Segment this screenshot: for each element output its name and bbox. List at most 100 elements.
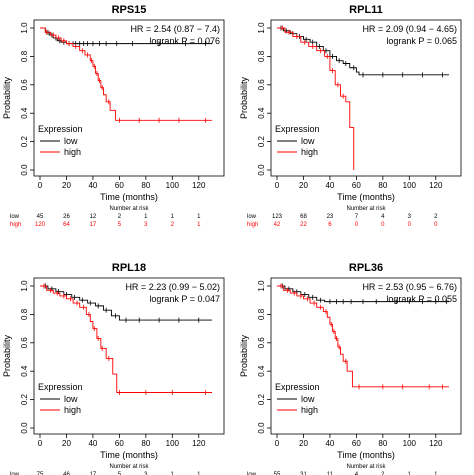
- hr-text: HR = 2.53 (0.95 − 6.76): [362, 282, 457, 292]
- chart-panel: RPS15 0.0 0.2 0.4 0.6 0.8 1.0 Probability 0 20 40 6…: [2, 4, 225, 228]
- risk-count: 22: [300, 222, 307, 228]
- logrank-p-text: logrank P = 0.076: [149, 36, 220, 46]
- risk-count: 4: [381, 214, 385, 220]
- risk-count: 1: [197, 222, 201, 228]
- legend-title: Expression: [38, 382, 83, 392]
- x-tick-label: 40: [88, 439, 97, 448]
- risk-count: 2: [434, 214, 438, 220]
- x-tick-label: 40: [88, 181, 97, 190]
- risk-count: 31: [300, 472, 307, 475]
- y-tick-label: 0.8: [257, 308, 266, 320]
- risk-count: 0: [434, 222, 438, 228]
- y-tick-label: 0.4: [20, 107, 29, 119]
- risk-count: 2: [171, 222, 175, 228]
- y-axis-label: Probability: [2, 334, 12, 377]
- risk-count: 42: [274, 222, 281, 228]
- survival-line-high: [40, 27, 212, 121]
- x-tick-label: 40: [325, 181, 334, 190]
- chart-title: RPL36: [349, 262, 383, 274]
- y-tick-label: 0.2: [20, 135, 29, 147]
- y-tick-label: 0.6: [257, 79, 266, 91]
- legend-title: Expression: [275, 382, 320, 392]
- x-tick-label: 0: [275, 181, 280, 190]
- risk-count: 68: [300, 214, 307, 220]
- x-tick-label: 20: [62, 439, 71, 448]
- plot-frame: [33, 19, 225, 177]
- risk-count: 0: [355, 222, 359, 228]
- y-tick-label: 0.0: [257, 164, 266, 176]
- y-axis-label: Probability: [2, 76, 12, 119]
- logrank-p-text: logrank P = 0.047: [149, 294, 220, 304]
- risk-count: 1: [408, 472, 412, 475]
- x-tick-label: 0: [38, 181, 43, 190]
- risk-count: 7: [355, 214, 359, 220]
- x-tick-label: 100: [403, 181, 417, 190]
- risk-count: 3: [144, 472, 148, 475]
- x-tick-label: 0: [275, 439, 280, 448]
- risk-row-label-low: low: [10, 472, 20, 475]
- risk-row-label-low: low: [247, 214, 257, 220]
- logrank-p-text: logrank P = 0.065: [386, 36, 457, 46]
- risk-count: 1: [171, 472, 175, 475]
- plot-frame: [270, 19, 462, 177]
- risk-row-label-low: low: [10, 214, 20, 220]
- legend-label-low: low: [64, 136, 78, 146]
- y-tick-label: 0.2: [257, 135, 266, 147]
- logrank-p-text: logrank P = 0.055: [386, 294, 457, 304]
- risk-count: 5: [118, 472, 122, 475]
- legend-label-high: high: [64, 147, 81, 157]
- x-tick-label: 120: [192, 181, 206, 190]
- risk-row-label-high: high: [10, 222, 21, 228]
- legend-title: Expression: [275, 124, 320, 134]
- risk-count: 17: [90, 222, 97, 228]
- risk-count: 12: [90, 214, 97, 220]
- chart-title: RPL18: [112, 262, 146, 274]
- risk-count: 3: [408, 214, 412, 220]
- y-tick-label: 0.8: [20, 308, 29, 320]
- y-tick-label: 1.0: [257, 280, 266, 292]
- y-tick-label: 0.0: [20, 164, 29, 176]
- survival-line-high: [40, 285, 212, 393]
- risk-count: 46: [63, 472, 70, 475]
- y-tick-label: 0.0: [257, 422, 266, 434]
- legend-label-low: low: [301, 136, 315, 146]
- y-tick-label: 0.6: [20, 337, 29, 349]
- risk-count: 5: [118, 222, 122, 228]
- x-tick-label: 20: [299, 439, 308, 448]
- y-tick-label: 0.8: [20, 50, 29, 62]
- legend-label-high: high: [301, 405, 318, 415]
- risk-count: 0: [381, 222, 385, 228]
- risk-count: 11: [327, 472, 334, 475]
- survival-line-high: [277, 27, 355, 170]
- x-axis-label: Time (months): [337, 192, 395, 202]
- y-tick-label: 0.2: [257, 393, 266, 405]
- legend-title: Expression: [38, 124, 83, 134]
- hr-text: HR = 2.54 (0.87 − 7.4): [130, 24, 220, 34]
- x-tick-label: 120: [192, 439, 206, 448]
- risk-count: 1: [434, 472, 438, 475]
- x-tick-label: 120: [429, 181, 443, 190]
- risk-count: 17: [90, 472, 97, 475]
- risk-count: 1: [144, 214, 148, 220]
- risk-count: 45: [37, 214, 44, 220]
- survival-line-low: [40, 285, 212, 321]
- y-tick-label: 0.0: [20, 422, 29, 434]
- y-tick-label: 0.4: [20, 365, 29, 377]
- risk-count: 64: [63, 222, 70, 228]
- risk-count: 2: [381, 472, 385, 475]
- x-tick-label: 20: [299, 181, 308, 190]
- y-axis-label: Probability: [239, 76, 249, 119]
- y-tick-label: 0.4: [257, 107, 266, 119]
- legend-label-low: low: [301, 394, 315, 404]
- y-tick-label: 0.4: [257, 365, 266, 377]
- risk-row-label-low: low: [247, 472, 257, 475]
- risk-table-label: Number at risk: [109, 464, 149, 470]
- x-tick-label: 80: [141, 439, 150, 448]
- risk-count: 26: [63, 214, 70, 220]
- y-tick-label: 0.6: [20, 79, 29, 91]
- plot-frame: [33, 277, 225, 435]
- risk-table-label: Number at risk: [109, 206, 149, 212]
- x-tick-label: 80: [378, 439, 387, 448]
